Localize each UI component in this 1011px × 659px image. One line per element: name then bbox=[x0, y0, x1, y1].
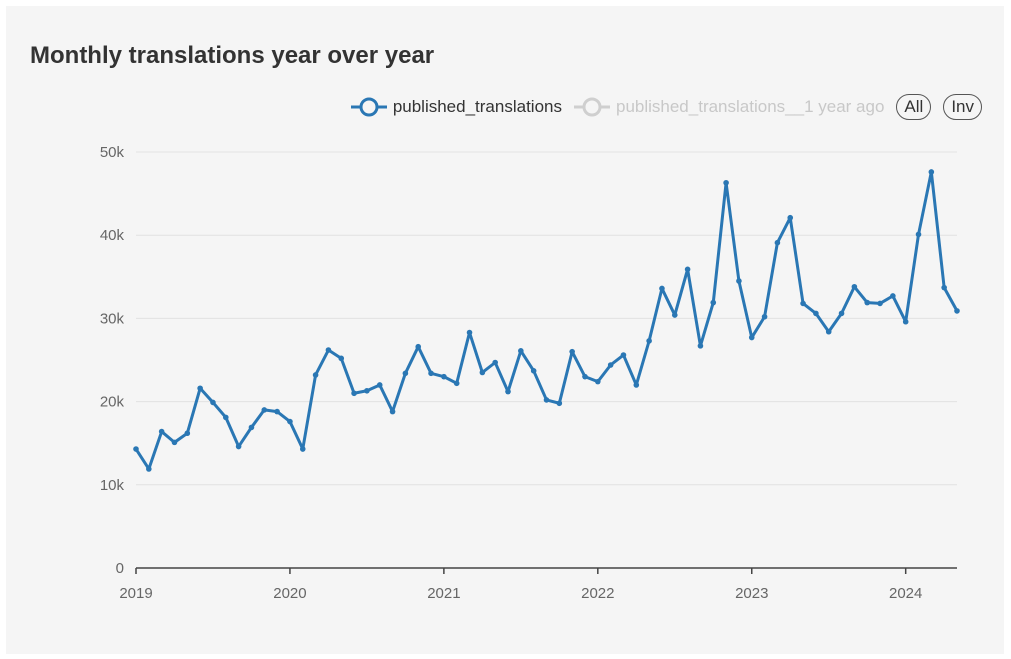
x-tick-label: 2019 bbox=[119, 585, 152, 602]
y-tick-label: 20k bbox=[100, 394, 125, 411]
data-point bbox=[877, 300, 883, 307]
chart-title: Monthly translations year over year bbox=[30, 42, 435, 69]
data-point bbox=[748, 334, 755, 341]
data-point bbox=[312, 372, 319, 378]
data-point bbox=[133, 446, 139, 452]
data-point bbox=[453, 380, 460, 387]
data-point bbox=[697, 343, 704, 349]
legend-label: published_translations__1 year ago bbox=[615, 97, 885, 116]
data-point bbox=[184, 430, 191, 437]
data-point bbox=[197, 385, 203, 392]
data-point bbox=[518, 348, 524, 354]
data-point bbox=[261, 407, 268, 413]
data-point bbox=[941, 284, 947, 291]
data-point bbox=[556, 400, 563, 407]
x-tick-label: 2022 bbox=[581, 585, 614, 602]
data-point bbox=[851, 283, 858, 290]
legend-item-published-translations-1-year-ago[interactable]: published_translations__1 year ago bbox=[573, 96, 885, 118]
data-point bbox=[800, 300, 806, 307]
data-point bbox=[620, 352, 627, 358]
data-point bbox=[274, 408, 280, 415]
data-point bbox=[505, 388, 511, 395]
data-point bbox=[761, 313, 768, 320]
y-tick-label: 0 bbox=[116, 560, 124, 577]
x-tick-label: 2020 bbox=[273, 585, 306, 602]
legend-item-published-translations[interactable]: published_translations bbox=[350, 96, 562, 118]
y-tick-label: 50k bbox=[100, 144, 125, 161]
legend-invert-button[interactable]: Inv bbox=[943, 94, 982, 120]
data-point bbox=[287, 418, 293, 425]
data-point bbox=[543, 397, 550, 403]
data-point bbox=[890, 293, 896, 299]
data-point bbox=[415, 343, 422, 350]
data-point bbox=[864, 299, 871, 306]
data-point bbox=[774, 239, 781, 246]
y-tick-label: 30k bbox=[100, 310, 125, 327]
data-point bbox=[351, 390, 357, 397]
data-point bbox=[338, 355, 345, 362]
data-point bbox=[659, 285, 665, 292]
data-point bbox=[402, 370, 409, 377]
data-point bbox=[441, 373, 447, 380]
data-point bbox=[710, 299, 717, 306]
data-point bbox=[389, 408, 396, 415]
legend-label: published_translations bbox=[392, 97, 562, 116]
data-point bbox=[902, 318, 909, 325]
data-point bbox=[646, 338, 652, 344]
data-point bbox=[530, 368, 537, 374]
data-point bbox=[158, 428, 165, 435]
legend-all-button[interactable]: All bbox=[896, 94, 932, 120]
data-point bbox=[235, 443, 242, 450]
data-point bbox=[607, 362, 614, 368]
data-point bbox=[595, 378, 601, 385]
data-point bbox=[210, 399, 216, 406]
data-point bbox=[723, 179, 729, 186]
data-point bbox=[325, 347, 332, 353]
data-point bbox=[736, 278, 742, 284]
data-point bbox=[569, 348, 575, 355]
series-line bbox=[134, 170, 959, 471]
data-point bbox=[364, 387, 370, 394]
data-point bbox=[492, 359, 498, 366]
data-point bbox=[787, 214, 794, 221]
legend: published_translations published_transla… bbox=[350, 94, 982, 120]
data-point bbox=[222, 414, 229, 421]
x-tick-label: 2021 bbox=[427, 585, 460, 602]
data-point bbox=[928, 169, 935, 175]
legend-marker-icon bbox=[350, 97, 387, 117]
x-tick-label: 2023 bbox=[735, 585, 768, 602]
data-point bbox=[479, 369, 486, 376]
data-point bbox=[954, 308, 960, 314]
data-point bbox=[915, 231, 922, 238]
data-point bbox=[825, 328, 832, 335]
data-point bbox=[376, 382, 383, 388]
legend-marker-icon bbox=[573, 97, 610, 117]
data-point bbox=[248, 424, 255, 431]
data-point bbox=[684, 266, 691, 273]
data-point bbox=[466, 329, 473, 336]
chart-panel: Monthly translations year over year publ… bbox=[6, 6, 1004, 654]
data-point bbox=[813, 310, 819, 317]
data-point bbox=[171, 439, 178, 446]
data-point bbox=[428, 370, 434, 377]
data-point bbox=[299, 446, 306, 452]
y-tick-label: 10k bbox=[100, 477, 125, 494]
data-point bbox=[671, 312, 678, 318]
data-point bbox=[582, 373, 588, 380]
x-tick-label: 2024 bbox=[889, 585, 922, 602]
data-point bbox=[838, 310, 845, 317]
y-tick-label: 40k bbox=[100, 227, 125, 244]
data-point bbox=[633, 382, 640, 388]
data-point bbox=[146, 466, 152, 472]
